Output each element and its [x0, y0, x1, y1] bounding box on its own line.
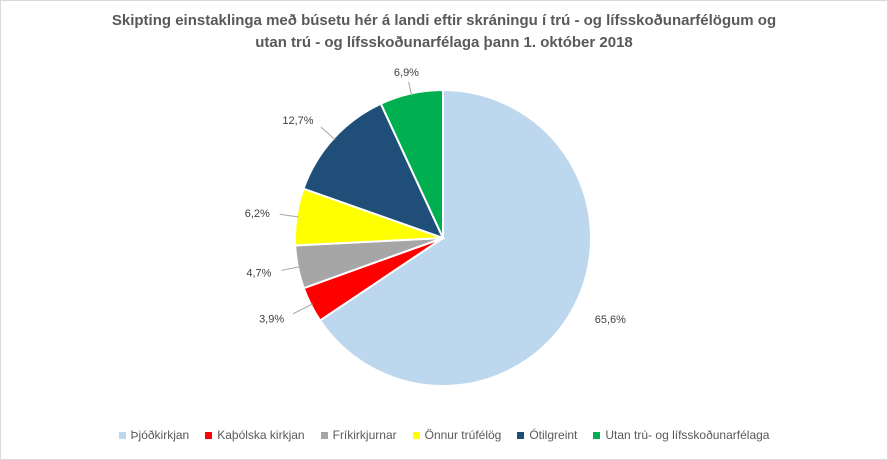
data-label-onnur-trufelog: 6,2% — [245, 208, 270, 220]
legend-swatch — [320, 431, 328, 439]
legend-label: Fríkirkjurnar — [332, 428, 397, 442]
legend-item-otilgreint: Ótilgreint — [517, 428, 577, 442]
data-label-frikirkjurnar: 4,7% — [246, 267, 271, 279]
leader-line-katholska-kirkjan — [292, 303, 313, 315]
pie-slice-thjodkirkjan — [318, 88, 592, 387]
leader-line-onnur-trufelog — [279, 213, 299, 218]
legend-swatch — [517, 431, 525, 439]
legend-label: Önnur trúfélög — [424, 428, 502, 442]
legend-swatch — [205, 431, 213, 439]
legend-swatch — [118, 431, 126, 439]
legend-label: Kaþólska kirkjan — [217, 428, 305, 442]
chart-title: Skipting einstaklinga með búsetu hér á l… — [0, 10, 888, 54]
data-label-utan-tru-og-lifsskodunarfelaga: 6,9% — [394, 67, 419, 79]
data-label-otilgreint: 12,7% — [282, 115, 313, 127]
leader-line-otilgreint — [320, 126, 336, 141]
leader-line-utan-tru-og-lifsskodunarfelaga — [408, 81, 413, 96]
legend-item-thjodkirkjan: Þjóðkirkjan — [118, 428, 190, 442]
legend-label: Utan trú- og lífsskoðunarfélaga — [605, 428, 770, 442]
legend-item-katholska-kirkjan: Kaþólska kirkjan — [205, 428, 305, 442]
legend-label: Þjóðkirkjan — [130, 428, 190, 442]
data-label-katholska-kirkjan: 3,9% — [259, 313, 284, 325]
legend-item-frikirkjurnar: Fríkirkjurnar — [320, 428, 397, 442]
chart-legend: Þjóðkirkjan Kaþólska kirkjan Fríkirkjurnar… — [0, 428, 888, 442]
legend-swatch — [412, 431, 420, 439]
data-label-thjodkirkjan: 65,6% — [595, 314, 626, 326]
leader-line-frikirkjurnar — [281, 266, 300, 271]
chart-title-line-2: utan trú - og lífsskoðunarfélaga þann 1.… — [255, 34, 633, 51]
legend-label: Ótilgreint — [529, 428, 578, 442]
legend-item-onnur-trufelog: Önnur trúfélög — [412, 428, 502, 442]
legend-item-utan-tru-og-lifsskodunarfelaga: Utan trú- og lífsskoðunarfélaga — [593, 428, 769, 442]
chart-title-line-1: Skipting einstaklinga með búsetu hér á l… — [111, 12, 777, 29]
legend-swatch — [593, 431, 601, 439]
